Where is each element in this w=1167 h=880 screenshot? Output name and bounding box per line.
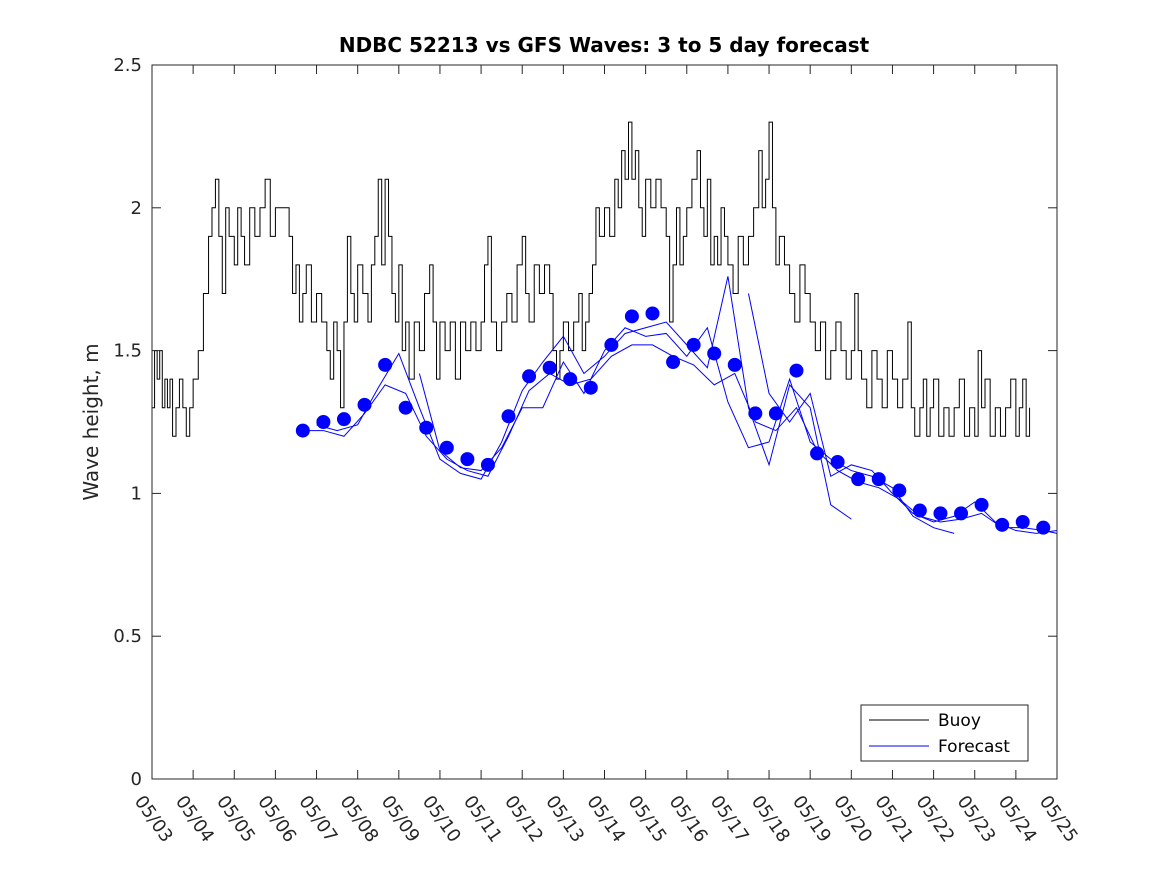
forecast-point (810, 446, 825, 461)
forecast-point (460, 452, 475, 467)
forecast-point (316, 415, 331, 429)
x-tick-label: 05/04 (171, 792, 218, 847)
buoy-line (152, 121, 1031, 437)
x-tick-label: 05/20 (829, 792, 876, 847)
forecast-point (563, 372, 578, 387)
forecast-point (954, 506, 969, 521)
forecast-point (727, 357, 742, 372)
y-tick-label: 0 (131, 769, 142, 790)
forecast-point (624, 309, 639, 324)
forecast-point (378, 357, 393, 372)
forecast-point (871, 472, 886, 487)
forecast-point (748, 406, 763, 421)
x-tick-label: 05/10 (418, 792, 465, 847)
legend-buoy-label: Buoy (938, 711, 981, 731)
x-tick-label: 05/03 (130, 792, 177, 847)
forecast-point (1015, 514, 1030, 529)
x-tick-label: 05/22 (911, 792, 958, 847)
y-tick-label: 2 (131, 198, 142, 219)
y-tick-label: 2.5 (113, 55, 142, 76)
forecast-point (1036, 520, 1051, 535)
x-tick-label: 05/21 (870, 792, 917, 847)
legend-box (860, 704, 1029, 762)
x-tick-label: 05/09 (377, 792, 424, 847)
y-tick-label: 1 (131, 483, 142, 504)
chart-title: NDBC 52213 vs GFS Waves: 3 to 5 day fore… (339, 33, 870, 57)
forecast-point (768, 406, 783, 421)
forecast-point (995, 517, 1010, 532)
y-axis: 0 0.5 1 1.5 2 2.5 (113, 55, 1057, 790)
x-tick-label: 05/07 (294, 792, 341, 847)
x-tick-label: 05/18 (747, 792, 794, 847)
forecast-series-lines (302, 276, 1058, 534)
plot-area-background (152, 65, 1057, 779)
forecast-point (357, 397, 372, 412)
forecast-point (501, 409, 516, 424)
forecast-point (974, 497, 989, 512)
forecast-point (480, 457, 495, 472)
x-tick-label: 05/14 (582, 792, 629, 847)
y-axis-label: Wave height, m (79, 343, 103, 500)
forecast-point (933, 506, 948, 521)
forecast-point (295, 423, 310, 438)
forecast-point (583, 380, 598, 395)
x-tick-label: 05/15 (624, 792, 671, 847)
x-tick-label: 05/06 (253, 792, 300, 847)
forecast-line-4 (418, 326, 955, 534)
x-tick-label: 05/23 (953, 792, 1000, 847)
forecast-point (686, 337, 701, 352)
forecast-point (851, 472, 866, 487)
forecast-point (542, 360, 557, 375)
forecast-point (789, 363, 804, 378)
x-tick-label: 05/16 (665, 792, 712, 847)
forecast-point (707, 346, 722, 361)
forecast-point (522, 369, 537, 384)
forecast-point (604, 337, 619, 352)
forecast-point (398, 400, 413, 415)
x-tick-label: 05/17 (706, 792, 753, 847)
legend-forecast-label: Forecast (938, 737, 1010, 757)
forecast-point (336, 412, 351, 427)
y-tick-label: 1.5 (113, 341, 142, 362)
x-tick-label: 05/19 (788, 792, 835, 847)
forecast-point (830, 454, 845, 469)
x-tick-label: 05/05 (212, 792, 259, 847)
buoy-series (152, 121, 1031, 437)
legend: Buoy Forecast (860, 704, 1029, 762)
forecast-line-3 (316, 276, 852, 520)
forecast-point (645, 306, 660, 321)
x-tick-label: 05/25 (1035, 792, 1082, 847)
y-tick-label: 0.5 (113, 626, 142, 647)
forecast-point (912, 503, 927, 518)
x-tick-label: 05/13 (541, 792, 588, 847)
forecast-point (892, 483, 907, 498)
forecast-series-markers (295, 306, 1051, 535)
forecast-point (439, 440, 454, 455)
x-tick-label: 05/08 (336, 792, 383, 847)
forecast-point (666, 355, 681, 370)
x-tick-label: 05/11 (459, 792, 506, 847)
forecast-point (419, 420, 434, 435)
x-tick-label: 05/12 (500, 792, 547, 847)
x-tick-label: 05/24 (994, 792, 1041, 847)
